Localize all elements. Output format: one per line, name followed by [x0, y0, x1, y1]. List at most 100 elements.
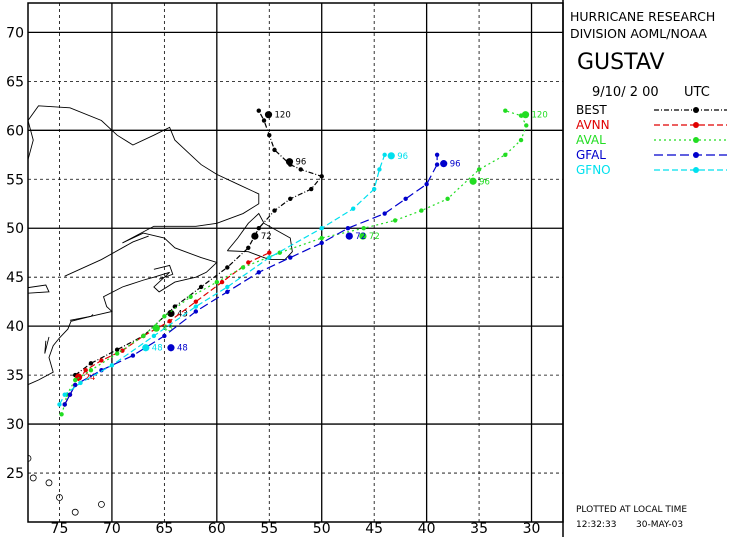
x-tick-label: 30: [523, 521, 541, 537]
track-point: [319, 174, 324, 179]
track-point: [193, 299, 199, 304]
legend-label: GFNO: [576, 163, 611, 177]
tau-marker: [285, 158, 294, 166]
track-point: [114, 347, 120, 352]
track-point: [345, 226, 351, 231]
track-point: [73, 382, 78, 388]
track-point: [503, 108, 508, 113]
lat-lon-grid: [28, 3, 563, 522]
coastline: [0, 298, 18, 307]
y-tick-label: 40: [6, 319, 24, 335]
legend-label: AVAL: [576, 133, 606, 147]
track-point: [214, 279, 220, 285]
y-tick-label: 50: [6, 221, 24, 237]
tau-marker: [345, 232, 353, 240]
tau-marker: [167, 344, 175, 352]
track-point: [377, 167, 382, 172]
tau-label: 72: [261, 232, 272, 242]
tau-label: 43: [162, 324, 173, 334]
track-point: [225, 284, 230, 290]
x-tick-label: 55: [260, 521, 278, 537]
legend-marker: [693, 167, 699, 173]
track-point: [99, 368, 104, 373]
y-tick-label: 25: [6, 466, 24, 482]
track-point: [99, 358, 104, 363]
track-point: [88, 361, 94, 366]
island: [29, 474, 37, 482]
tau-marker: [387, 152, 395, 160]
tau-marker: [521, 111, 530, 119]
track-point: [256, 226, 261, 231]
track-point: [298, 167, 303, 172]
track-point: [62, 392, 67, 397]
tau-marker: [264, 111, 273, 119]
track-point: [267, 255, 272, 260]
plot-frame: [27, 2, 564, 523]
x-tick-label: 60: [208, 521, 226, 537]
track-point: [272, 208, 277, 213]
x-tick-label: 65: [155, 521, 173, 537]
track-point: [219, 279, 225, 285]
y-tick-label: 70: [6, 25, 24, 41]
track-point: [120, 348, 125, 353]
track-point: [83, 368, 88, 373]
legend-label: AVNN: [576, 118, 610, 132]
track-point: [309, 186, 314, 192]
tau-marker: [469, 177, 477, 185]
track-point: [62, 402, 67, 407]
tau-marker: [359, 232, 367, 240]
y-tick-label: 55: [6, 172, 24, 188]
tau-marker: [251, 232, 259, 240]
track-point: [267, 132, 272, 138]
track-point: [319, 226, 324, 231]
info-panel: HURRICANE RESEARCH DIVISION AOML/NOAA GU…: [570, 9, 727, 530]
coastline-group: [0, 105, 293, 516]
track-point: [188, 294, 193, 299]
tau-marker: [142, 344, 150, 352]
track-point: [434, 152, 440, 157]
tau-label: 43: [177, 309, 188, 319]
tau-label: 96: [450, 160, 461, 170]
coastline: [28, 284, 50, 294]
island: [71, 508, 79, 516]
track-point: [57, 402, 62, 407]
track-point: [288, 255, 293, 260]
track-point: [424, 181, 429, 187]
track-point: [141, 333, 146, 339]
tau-label: 48: [177, 344, 188, 354]
tau-label: 120: [275, 111, 291, 121]
x-tick-label: 75: [51, 521, 69, 537]
track-point: [225, 289, 230, 295]
track-point: [518, 137, 524, 143]
track-point: [73, 377, 78, 383]
tau-label: 96: [296, 158, 307, 168]
track-point: [246, 260, 251, 265]
coastline-map: [0, 105, 293, 516]
track-point: [434, 162, 440, 167]
track-point: [198, 284, 204, 290]
tau-label: 72: [369, 232, 380, 242]
track-line: [64, 154, 438, 405]
legend-marker: [693, 107, 699, 113]
track-point: [361, 226, 366, 231]
coastline: [69, 314, 94, 321]
track-point: [445, 196, 450, 202]
island: [28, 454, 32, 462]
storm-name: GUSTAV: [577, 50, 665, 75]
track-point: [193, 309, 199, 314]
track-point: [392, 218, 398, 223]
tau-label: 120: [532, 111, 548, 121]
track-point: [319, 240, 324, 246]
track-point: [503, 152, 508, 157]
x-tick-label: 45: [365, 521, 383, 537]
track-point: [261, 118, 267, 123]
tau-marker: [167, 309, 175, 318]
track-point: [225, 265, 230, 270]
legend-label: GFAL: [576, 148, 606, 162]
track-point: [78, 380, 83, 386]
track-point: [319, 235, 324, 241]
island: [56, 494, 63, 501]
y-tick-label: 60: [6, 123, 24, 139]
track-point: [109, 363, 115, 368]
